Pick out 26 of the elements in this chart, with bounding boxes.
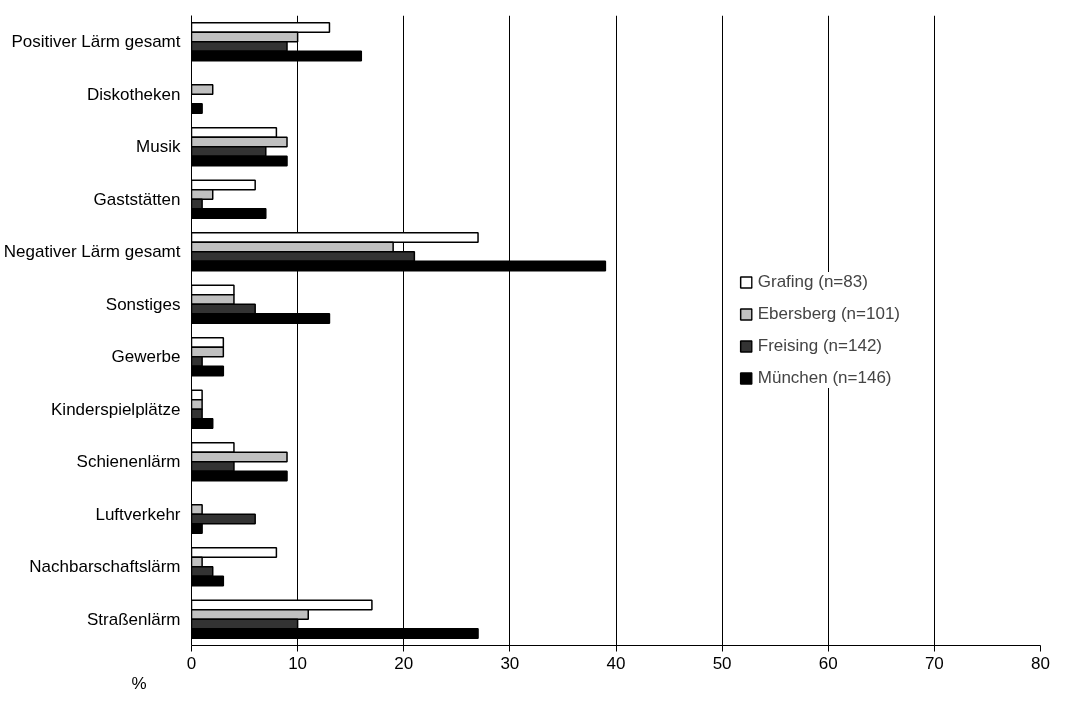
y-tick-label: Positiver Lärm gesamt [11, 32, 181, 52]
y-tick-label: Gewerbe [111, 347, 181, 367]
y-tick-label: Musik [136, 137, 181, 157]
y-tick-label: Gaststätten [93, 189, 181, 209]
x-axis-title: % [131, 673, 147, 693]
x-tick-label: 60 [818, 653, 838, 673]
x-tick-label: 70 [924, 653, 944, 673]
y-tick-label: Negativer Lärm gesamt [3, 242, 181, 262]
y-tick-label: Kinderspielplätze [51, 399, 181, 419]
legend-label: Freising (n=142) [757, 336, 883, 356]
x-tick-label: 30 [500, 653, 520, 673]
x-tick-label: 80 [1031, 653, 1050, 673]
legend-label: Ebersberg (n=101) [757, 304, 900, 324]
legend-label: München (n=146) [757, 368, 892, 388]
x-tick-label: 50 [712, 653, 732, 673]
legend-label: Grafing (n=83) [757, 272, 868, 292]
x-tick-label: 10 [288, 653, 308, 673]
x-tick-label: 40 [606, 653, 626, 673]
y-tick-label: Sonstiges [105, 294, 181, 314]
x-tick-label: 20 [394, 653, 414, 673]
x-tick-label: 0 [186, 653, 197, 673]
y-tick-label: Schienenlärm [76, 452, 181, 472]
y-tick-label: Diskotheken [86, 84, 181, 104]
y-tick-label: Straßenlärm [86, 609, 181, 629]
y-tick-label: Luftverkehr [95, 504, 181, 524]
y-tick-label: Nachbarschaftslärm [29, 557, 181, 577]
